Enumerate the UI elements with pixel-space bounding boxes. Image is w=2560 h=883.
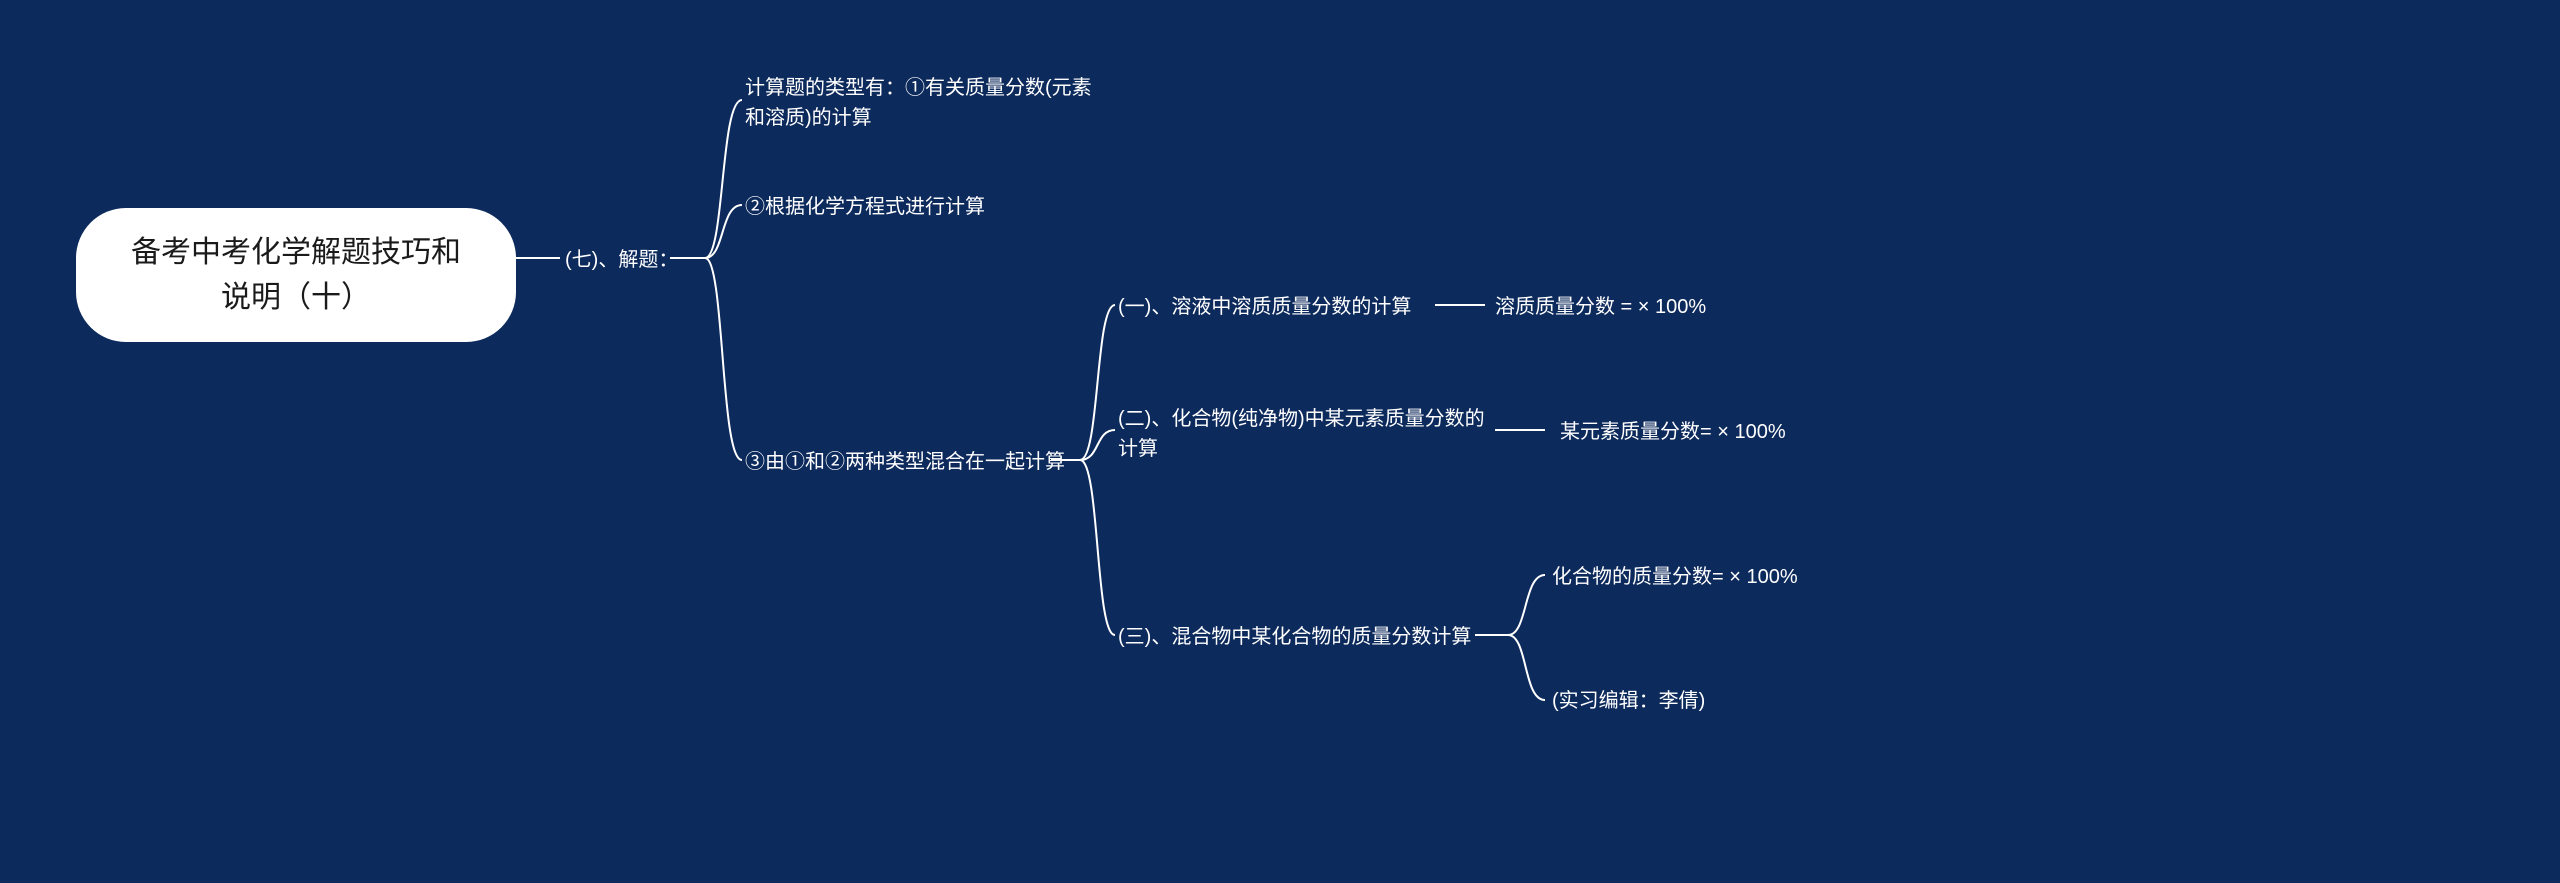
root-line2: 说明（十） (120, 275, 472, 320)
node-l2-2: ②根据化学方程式进行计算 (745, 192, 985, 222)
node-l3-3: (三)、混合物中某化合物的质量分数计算 (1118, 622, 1471, 652)
node-l2-1: 计算题的类型有：①有关质量分数(元素和溶质)的计算 (745, 73, 1100, 133)
node-l3-2-label: (二)、化合物(纯净物)中某元素质量分数的计算 (1118, 408, 1485, 460)
node-level1: (七)、解题： (565, 245, 678, 275)
node-l4-3a-label: 化合物的质量分数= × 100% (1552, 566, 1798, 588)
node-l2-1-label: 计算题的类型有：①有关质量分数(元素和溶质)的计算 (745, 77, 1092, 129)
node-l4-3b: (实习编辑：李倩) (1552, 686, 1705, 716)
root-node: 备考中考化学解题技巧和 说明（十） (76, 208, 516, 342)
node-l4-2-label: 某元素质量分数= × 100% (1560, 421, 1786, 443)
mindmap-canvas: 备考中考化学解题技巧和 说明（十） (七)、解题： 计算题的类型有：①有关质量分… (0, 0, 2560, 883)
node-l4-3b-label: (实习编辑：李倩) (1552, 690, 1705, 712)
node-l3-1: (一)、溶液中溶质质量分数的计算 (1118, 292, 1411, 322)
node-l4-3a: 化合物的质量分数= × 100% (1552, 562, 1798, 592)
node-level1-label: (七)、解题： (565, 249, 678, 271)
root-line1: 备考中考化学解题技巧和 (120, 230, 472, 275)
node-l4-1-label: 溶质质量分数 = × 100% (1495, 296, 1706, 318)
node-l3-3-label: (三)、混合物中某化合物的质量分数计算 (1118, 626, 1471, 648)
node-l4-1: 溶质质量分数 = × 100% (1495, 292, 1706, 322)
node-l2-3: ③由①和②两种类型混合在一起计算 (745, 447, 1065, 477)
node-l2-2-label: ②根据化学方程式进行计算 (745, 196, 985, 218)
node-l4-2: 某元素质量分数= × 100% (1560, 417, 1786, 447)
node-l3-2: (二)、化合物(纯净物)中某元素质量分数的计算 (1118, 404, 1490, 464)
node-l3-1-label: (一)、溶液中溶质质量分数的计算 (1118, 296, 1411, 318)
node-l2-3-label: ③由①和②两种类型混合在一起计算 (745, 451, 1065, 473)
